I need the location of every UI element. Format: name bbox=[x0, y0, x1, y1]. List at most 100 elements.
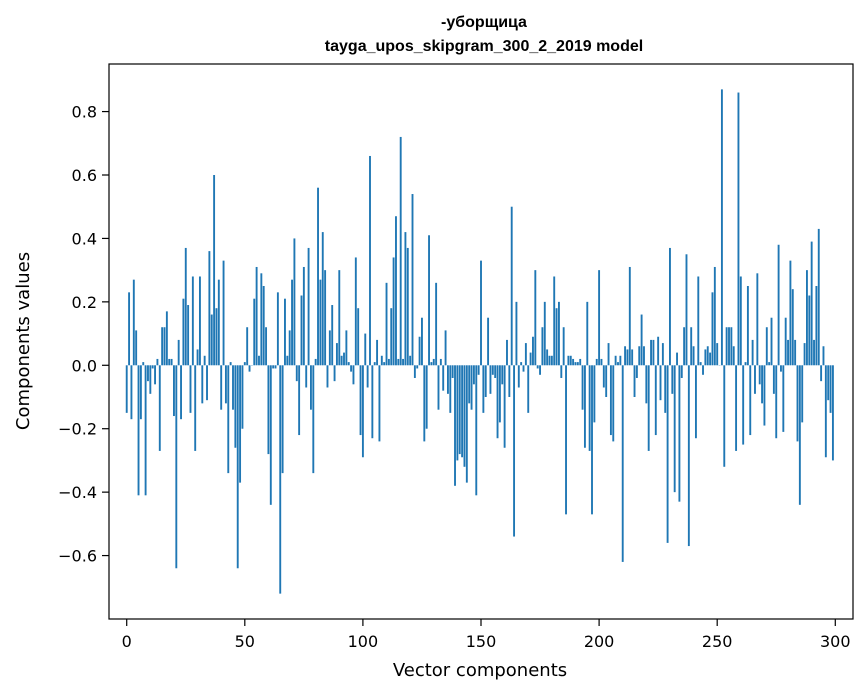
bar bbox=[506, 339, 508, 366]
bar bbox=[619, 355, 622, 366]
bar bbox=[137, 365, 140, 496]
bar bbox=[782, 365, 785, 432]
x-tick-label: 200 bbox=[584, 632, 615, 651]
bar bbox=[357, 308, 360, 366]
bar bbox=[170, 358, 173, 366]
bar bbox=[765, 327, 768, 366]
bar bbox=[232, 365, 234, 410]
bar bbox=[593, 365, 596, 423]
bar bbox=[484, 365, 487, 397]
bar bbox=[371, 365, 374, 439]
bar bbox=[817, 228, 820, 366]
bar bbox=[758, 365, 761, 385]
bar bbox=[439, 358, 442, 366]
bar bbox=[359, 365, 362, 436]
bar bbox=[319, 279, 322, 366]
bar bbox=[565, 365, 567, 515]
bar bbox=[248, 365, 251, 372]
bar bbox=[522, 365, 525, 372]
bar bbox=[798, 365, 801, 505]
bar bbox=[383, 362, 386, 366]
bar bbox=[706, 346, 709, 366]
bar bbox=[253, 298, 256, 366]
bar bbox=[364, 333, 367, 366]
bar bbox=[189, 365, 192, 413]
bar bbox=[605, 365, 608, 397]
bar bbox=[744, 362, 747, 366]
bar bbox=[612, 365, 615, 442]
y-tick-label: 0.0 bbox=[72, 356, 97, 375]
bar bbox=[730, 327, 733, 366]
bar bbox=[151, 365, 154, 369]
bar bbox=[666, 365, 669, 543]
bar bbox=[317, 187, 319, 366]
bar bbox=[487, 317, 490, 366]
bar bbox=[435, 282, 438, 366]
bar bbox=[815, 286, 818, 366]
bar bbox=[147, 365, 149, 382]
y-tick-label: 0.6 bbox=[72, 166, 97, 185]
bar bbox=[234, 365, 237, 448]
bar bbox=[508, 365, 511, 397]
bar bbox=[468, 365, 471, 404]
bar bbox=[222, 260, 225, 366]
bar bbox=[220, 365, 223, 410]
bar bbox=[671, 365, 674, 394]
bar bbox=[737, 92, 740, 366]
x-tick-label: 300 bbox=[820, 632, 851, 651]
bar bbox=[595, 358, 598, 366]
bar bbox=[777, 244, 780, 366]
bar bbox=[258, 355, 260, 366]
bar bbox=[406, 247, 409, 366]
bar bbox=[132, 279, 135, 366]
bar bbox=[680, 365, 683, 378]
bar bbox=[796, 365, 799, 442]
bar bbox=[411, 194, 414, 366]
bar bbox=[461, 365, 464, 458]
bar bbox=[392, 257, 395, 366]
bar bbox=[187, 305, 190, 366]
bar bbox=[661, 343, 664, 366]
bar bbox=[269, 365, 272, 505]
bar bbox=[390, 308, 393, 366]
bar bbox=[361, 365, 364, 458]
bar bbox=[746, 286, 749, 366]
bar bbox=[239, 365, 242, 483]
bar bbox=[711, 292, 714, 366]
bar bbox=[829, 365, 832, 413]
bar bbox=[633, 365, 636, 397]
bar bbox=[820, 365, 823, 382]
bar bbox=[312, 365, 315, 474]
bar bbox=[182, 298, 185, 366]
bar bbox=[314, 358, 317, 366]
bar bbox=[791, 289, 794, 366]
y-tick-label: 0.4 bbox=[72, 229, 97, 248]
bar bbox=[347, 362, 350, 366]
bar bbox=[586, 301, 589, 366]
bar bbox=[130, 365, 133, 420]
bar bbox=[704, 349, 707, 366]
bar bbox=[454, 365, 456, 486]
bar bbox=[446, 365, 449, 394]
bar bbox=[647, 365, 650, 451]
bar bbox=[163, 327, 166, 366]
bar bbox=[165, 311, 168, 366]
bar bbox=[482, 365, 485, 413]
bar bbox=[756, 273, 759, 366]
y-tick-label: −0.6 bbox=[58, 547, 97, 566]
bar bbox=[713, 266, 716, 366]
bar bbox=[617, 362, 619, 366]
x-axis-ticks: 0 50 100 150 200 250 300 bbox=[122, 619, 851, 651]
bar bbox=[324, 270, 327, 366]
bar bbox=[135, 330, 138, 366]
bar bbox=[676, 352, 678, 366]
bar bbox=[463, 365, 466, 467]
bar bbox=[477, 365, 480, 375]
bar bbox=[739, 276, 742, 366]
bar bbox=[333, 365, 336, 382]
bar bbox=[503, 365, 506, 448]
bar bbox=[772, 365, 775, 394]
bar bbox=[808, 295, 811, 366]
bar bbox=[177, 339, 180, 366]
bar bbox=[416, 365, 419, 369]
